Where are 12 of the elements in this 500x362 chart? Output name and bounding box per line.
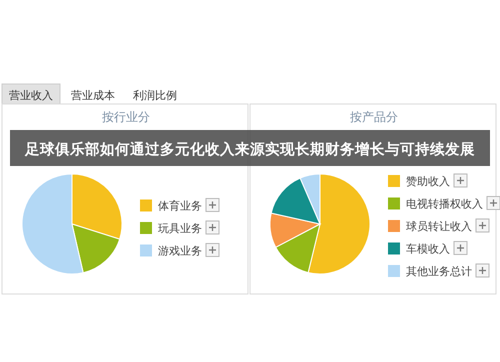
legend-label: 玩具业务 [158, 222, 202, 235]
legend-label: 游戏业务 [158, 244, 202, 258]
tabs: 营业收入 营业成本 利润比例 [2, 84, 177, 104]
chart-title: 按行业分 [102, 110, 150, 124]
legend-label: 车模收入 [406, 242, 450, 256]
legend-label: 体育业务 [158, 200, 202, 212]
legend-label: 赞助收入 [406, 175, 450, 188]
text: 按产品分 [350, 110, 398, 124]
banner: 足球俱乐部如何通过多元化收入来源实现长期财务增长与可持续发展 [10, 130, 490, 166]
legend-label: 球员转让收入 [406, 220, 472, 233]
legend-label: 电视转播权收入 [406, 198, 483, 210]
legend-label: 其他业务总计 [406, 265, 472, 278]
